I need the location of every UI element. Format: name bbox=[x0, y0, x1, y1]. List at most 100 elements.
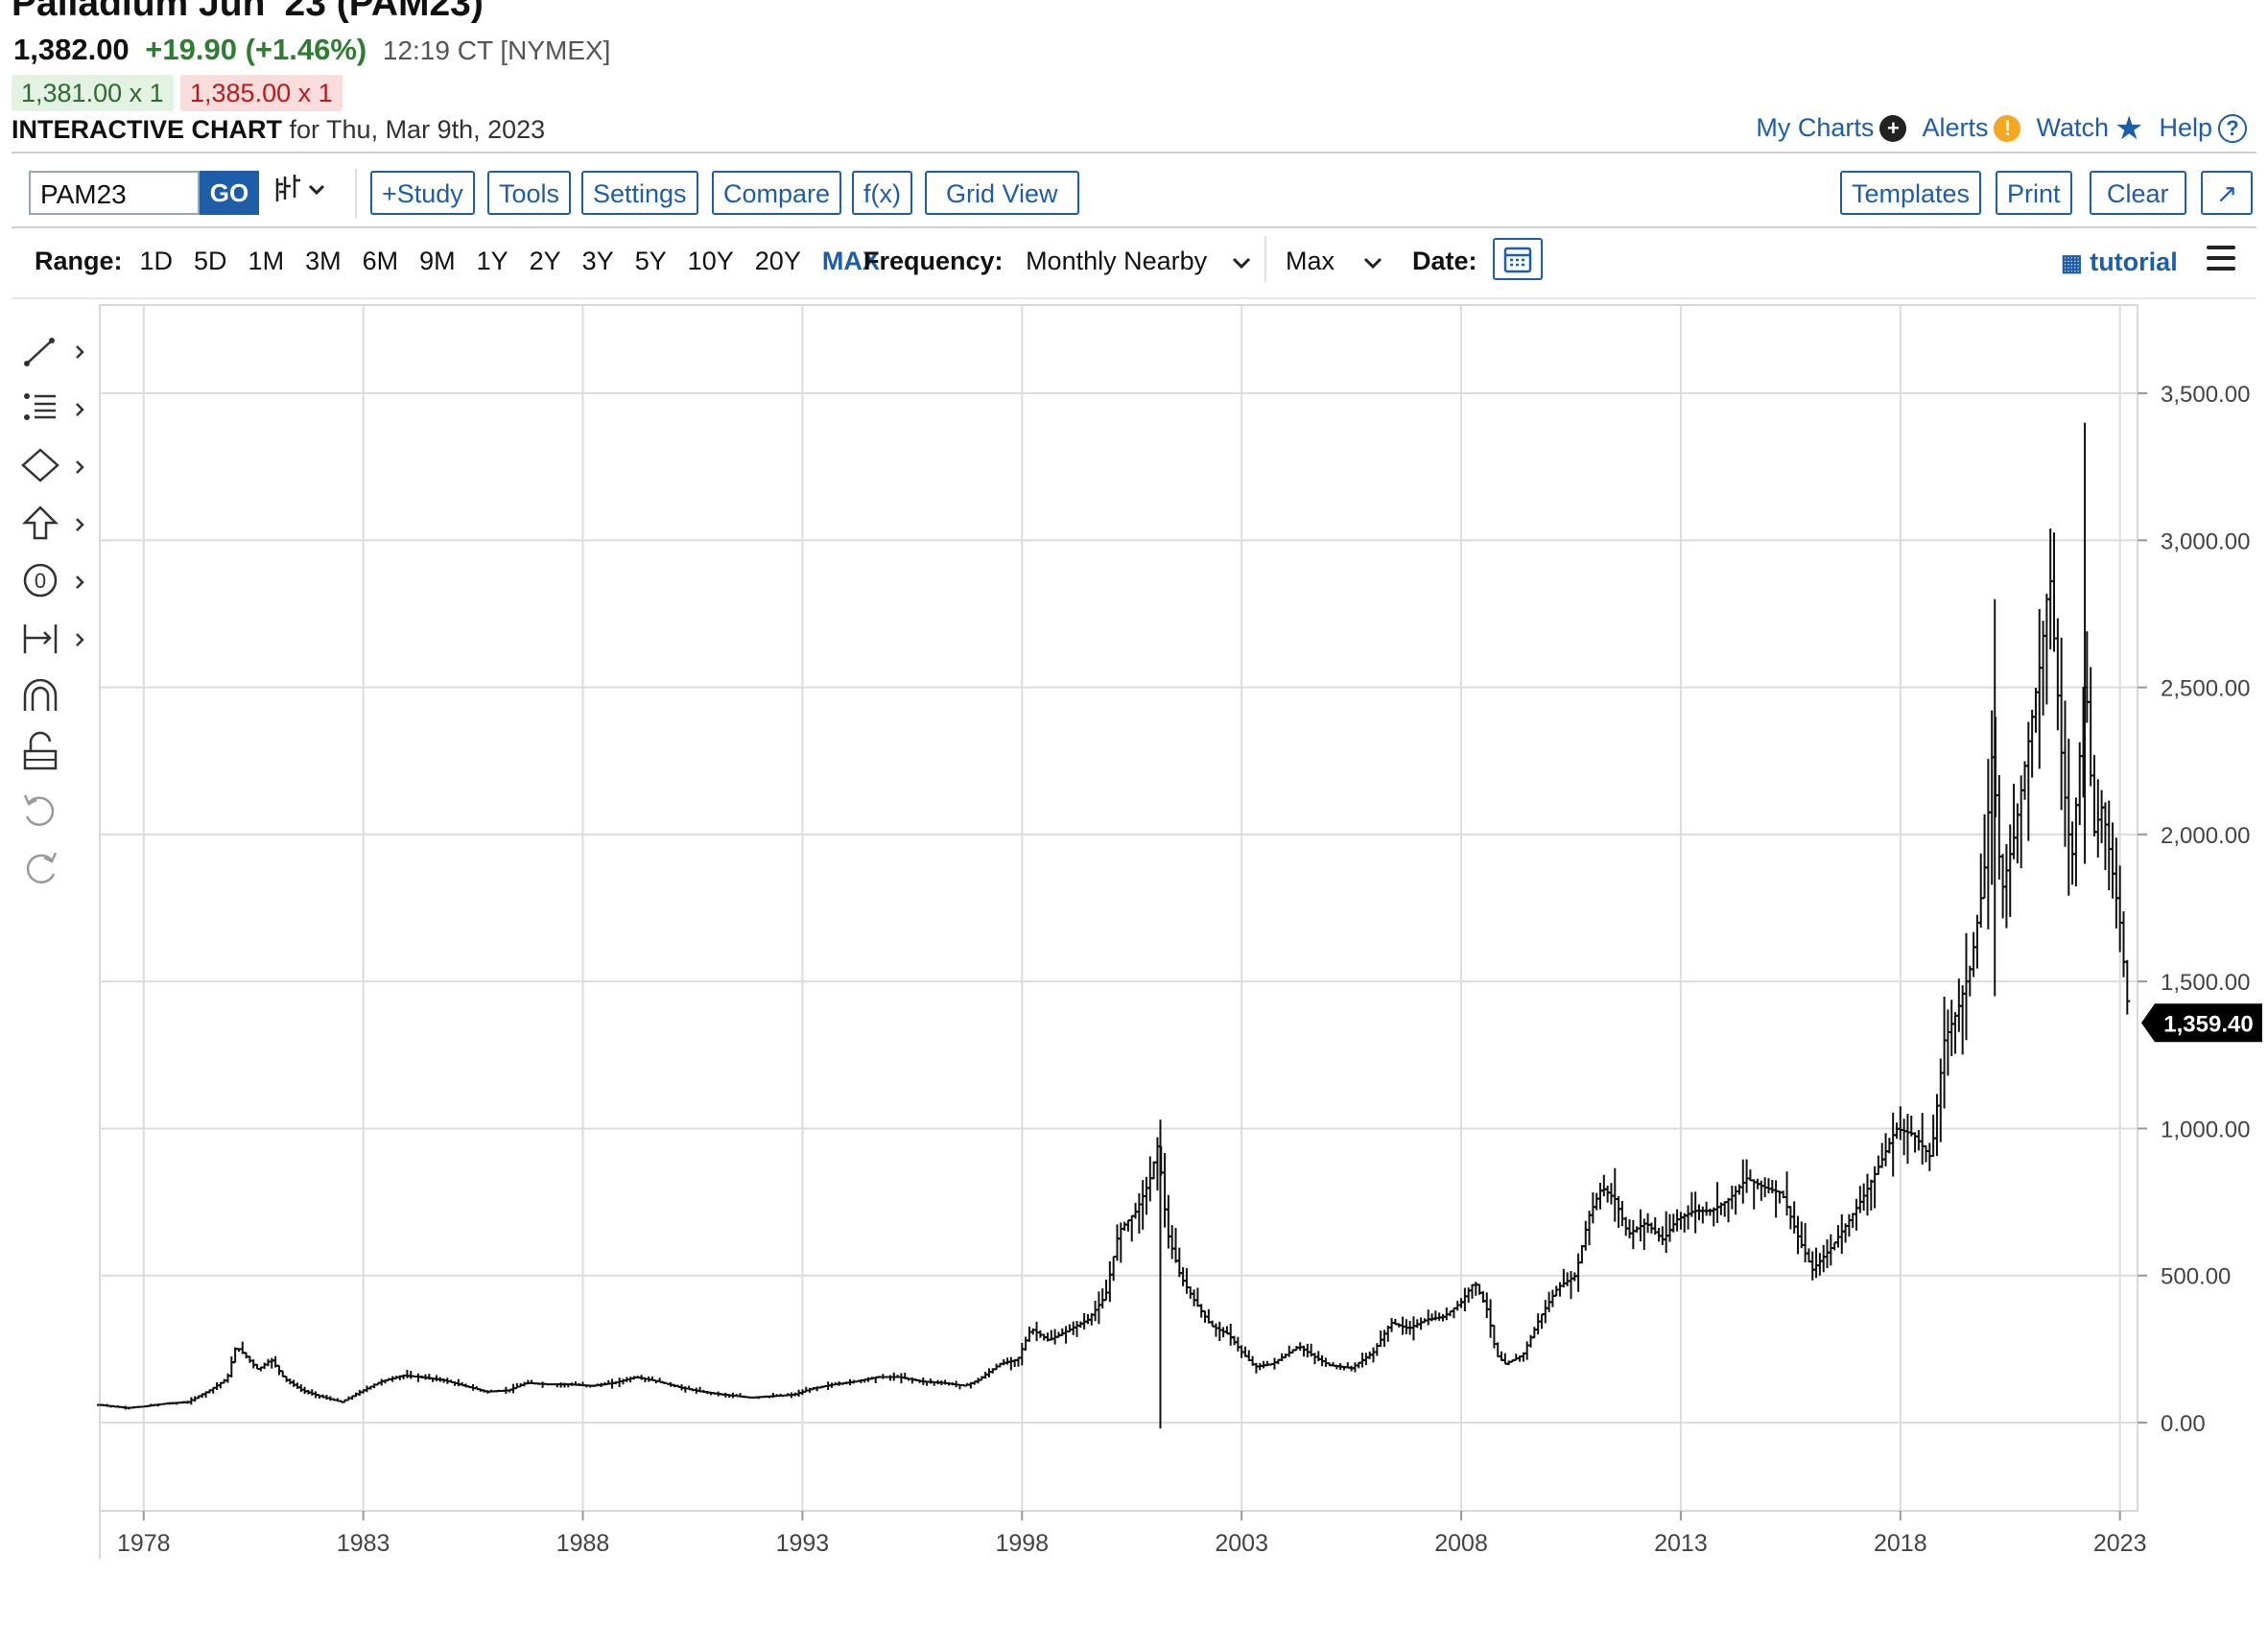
print-button[interactable]: Print bbox=[1996, 171, 2072, 215]
tools-button[interactable]: Tools bbox=[487, 171, 572, 215]
fx-button[interactable]: f(x) bbox=[852, 171, 912, 215]
ohlc-bar bbox=[1501, 1353, 1508, 1365]
ohlc-bar bbox=[1023, 1336, 1029, 1352]
ohlc-bar bbox=[2120, 910, 2127, 977]
range-10y[interactable]: 10Y bbox=[687, 247, 734, 275]
plus-circle-icon: + bbox=[1879, 114, 1907, 142]
magnet-icon[interactable] bbox=[23, 678, 58, 711]
ohlc-bar bbox=[1099, 1288, 1106, 1309]
ohlc-bar bbox=[1180, 1267, 1187, 1286]
ohlc-bar bbox=[1904, 1114, 1911, 1165]
range-1d[interactable]: 1D bbox=[139, 247, 174, 275]
x-tick-label: 1993 bbox=[776, 1530, 830, 1557]
range-2y[interactable]: 2Y bbox=[529, 247, 561, 275]
undo-icon[interactable] bbox=[23, 794, 55, 826]
tutorial-link[interactable]: ▦ tutorial bbox=[2061, 247, 2178, 277]
chart-label: INTERACTIVE CHART bbox=[12, 115, 282, 144]
hamburger-menu-icon[interactable] bbox=[2207, 246, 2235, 277]
templates-button[interactable]: Templates bbox=[1840, 171, 1982, 215]
ohlc-bar bbox=[1542, 1300, 1548, 1324]
go-button[interactable]: GO bbox=[200, 171, 259, 215]
ohlc-bar bbox=[1410, 1316, 1417, 1341]
ohlc-bar bbox=[1560, 1268, 1567, 1288]
ohlc-bar bbox=[1538, 1313, 1545, 1330]
shape-tool-icon[interactable] bbox=[21, 448, 84, 483]
ohlc-bar bbox=[1271, 1357, 1278, 1370]
expand-button[interactable]: ↗ bbox=[2201, 171, 2253, 215]
ohlc-bar bbox=[1930, 1114, 1937, 1158]
fib-tool-icon[interactable] bbox=[24, 393, 84, 420]
arrow-up-tool-icon[interactable] bbox=[21, 506, 84, 540]
bar-type-select[interactable] bbox=[273, 173, 331, 215]
text-tool-icon[interactable]: 0 bbox=[23, 563, 84, 598]
ohlc-bar bbox=[1425, 1309, 1431, 1326]
ohlc-bar bbox=[1824, 1238, 1831, 1269]
range-20y[interactable]: 20Y bbox=[754, 247, 801, 275]
ohlc-bar bbox=[1659, 1226, 1666, 1245]
ohlc-bar bbox=[433, 1375, 439, 1381]
x-tick-label: 2023 bbox=[2093, 1530, 2147, 1557]
range-5y[interactable]: 5Y bbox=[634, 247, 667, 275]
ohlc-bar bbox=[1622, 1216, 1629, 1236]
symbol-input[interactable]: PAM23 bbox=[29, 171, 200, 215]
measure-tool-icon[interactable] bbox=[23, 624, 84, 653]
ohlc-bar bbox=[1063, 1326, 1070, 1344]
ohlc-bar bbox=[1872, 1166, 1878, 1209]
range-6m[interactable]: 6M bbox=[362, 247, 399, 275]
line-tool-icon[interactable] bbox=[24, 338, 84, 366]
watch-link[interactable]: Watch ★ bbox=[2036, 112, 2143, 145]
alerts-link[interactable]: Alerts ! bbox=[1922, 113, 2021, 143]
ohlc-bar bbox=[1019, 1343, 1026, 1366]
calendar-icon bbox=[1503, 247, 1532, 273]
last-price: 1,382.00 bbox=[13, 33, 130, 66]
ohlc-bar bbox=[1253, 1362, 1260, 1374]
range-max[interactable]: MAX bbox=[821, 247, 880, 275]
max-select[interactable]: Max bbox=[1286, 242, 1390, 280]
compare-button[interactable]: Compare bbox=[712, 171, 842, 215]
help-link[interactable]: Help ? bbox=[2159, 113, 2247, 143]
date-picker-button[interactable] bbox=[1493, 238, 1543, 280]
lock-icon[interactable] bbox=[23, 731, 58, 770]
chart-heading: INTERACTIVE CHART for Thu, Mar 9th, 2023 bbox=[12, 115, 545, 145]
ohlc-bar bbox=[1677, 1212, 1684, 1230]
ohlc-bar bbox=[1128, 1214, 1135, 1242]
ohlc-bar bbox=[1739, 1159, 1746, 1204]
ohlc-bar bbox=[1362, 1353, 1369, 1366]
ohlc-bar bbox=[1820, 1244, 1827, 1273]
ohlc-bar bbox=[1191, 1289, 1197, 1307]
clear-button[interactable]: Clear bbox=[2090, 171, 2186, 215]
ohlc-bar bbox=[455, 1378, 461, 1387]
chart-date: for Thu, Mar 9th, 2023 bbox=[289, 115, 546, 144]
range-1y[interactable]: 1Y bbox=[476, 247, 508, 275]
ohlc-bar bbox=[1169, 1224, 1175, 1260]
range-1m[interactable]: 1M bbox=[248, 247, 285, 275]
ohlc-bar bbox=[1912, 1132, 1919, 1153]
study-button[interactable]: +Study bbox=[370, 171, 475, 215]
range-9m[interactable]: 9M bbox=[419, 247, 456, 275]
ohlc-bar bbox=[2014, 803, 2020, 864]
ohlc-bar bbox=[1553, 1285, 1560, 1297]
ohlc-bar bbox=[2058, 637, 2065, 811]
ohlc-bar bbox=[1878, 1142, 1885, 1168]
ohlc-bar bbox=[2113, 837, 2119, 929]
ohlc-bar bbox=[2066, 739, 2072, 896]
ohlc-bar bbox=[1549, 1289, 1556, 1307]
frequency-value: Monthly Nearby bbox=[1026, 247, 1208, 275]
ohlc-bar bbox=[1864, 1173, 1871, 1216]
ohlc-bars-icon bbox=[275, 175, 325, 201]
settings-button[interactable]: Settings bbox=[581, 171, 698, 215]
frequency-select[interactable]: Frequency: Monthly Nearby bbox=[863, 242, 1259, 280]
range-3y[interactable]: 3Y bbox=[581, 247, 614, 275]
ohlc-bar bbox=[1059, 1328, 1066, 1336]
range-3m[interactable]: 3M bbox=[305, 247, 342, 275]
film-icon: ▦ bbox=[2061, 250, 2083, 276]
ask-badge: 1,385.00 x 1 bbox=[180, 75, 343, 111]
grid-view-button[interactable]: Grid View bbox=[925, 171, 1079, 215]
redo-icon[interactable] bbox=[26, 852, 58, 883]
ohlc-bar bbox=[1923, 1144, 1929, 1163]
range-5d[interactable]: 5D bbox=[194, 247, 227, 275]
ohlc-bar bbox=[404, 1369, 411, 1378]
ohlc-bar bbox=[1235, 1336, 1241, 1352]
my-charts-link[interactable]: My Charts + bbox=[1756, 113, 1907, 143]
